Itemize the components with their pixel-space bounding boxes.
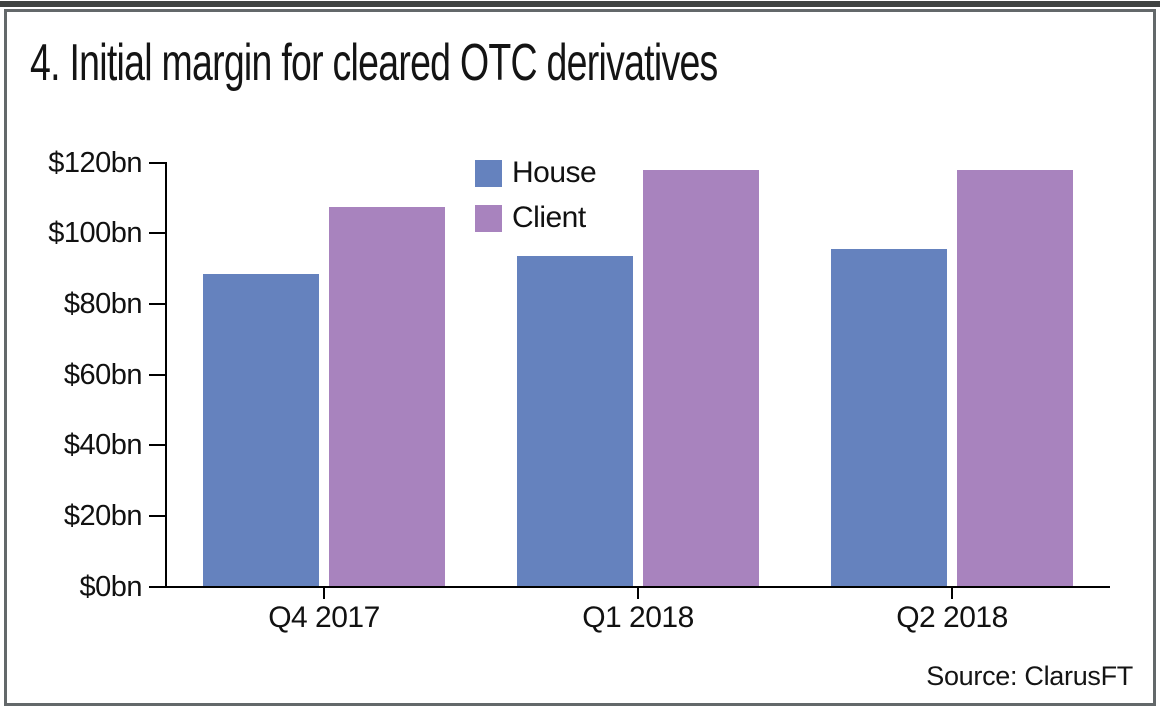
y-axis-label: $0bn	[79, 570, 142, 603]
y-axis-label: $20bn	[63, 499, 143, 532]
y-axis-label: $80bn	[63, 287, 143, 320]
chart-title: 4. Initial margin for cleared OTC deriva…	[30, 34, 718, 92]
bar-client-q4-2017	[329, 206, 445, 587]
y-axis-label: $40bn	[63, 429, 143, 462]
x-axis-tick	[951, 587, 953, 599]
legend-label-client: Client	[512, 201, 586, 234]
bar-client-q1-2018	[643, 169, 759, 587]
y-axis-tick	[149, 514, 165, 517]
bar-house-q1-2018	[517, 256, 633, 587]
legend-swatch-client	[475, 204, 502, 232]
y-axis-tick	[149, 585, 165, 588]
y-axis-label: $120bn	[48, 146, 142, 179]
top-rule	[0, 1, 1160, 7]
bar-client-q2-2018	[957, 169, 1073, 587]
x-axis-line	[165, 586, 1110, 588]
x-axis-label: Q1 2018	[582, 601, 694, 634]
bar-house-q2-2018	[831, 249, 947, 587]
y-axis-label: $60bn	[63, 358, 143, 391]
y-axis-tick	[149, 161, 165, 164]
legend: House Client	[475, 156, 597, 234]
legend-label-house: House	[512, 156, 597, 189]
x-axis-tick	[637, 587, 639, 599]
x-axis-label: Q4 2017	[268, 601, 380, 634]
x-axis-label: Q2 2018	[896, 601, 1008, 634]
y-axis-tick	[149, 232, 165, 235]
y-axis-tick	[149, 373, 165, 376]
y-axis-tick	[149, 302, 165, 305]
bar-house-q4-2017	[203, 273, 319, 587]
legend-item-house: House	[475, 156, 597, 189]
y-axis-tick	[149, 444, 165, 447]
y-axis-line	[165, 162, 167, 588]
legend-swatch-house	[475, 159, 502, 187]
y-axis-label: $100bn	[48, 217, 142, 250]
x-axis-tick	[323, 587, 325, 599]
source-credit: Source: ClarusFT	[926, 661, 1133, 691]
legend-item-client: Client	[475, 201, 596, 234]
